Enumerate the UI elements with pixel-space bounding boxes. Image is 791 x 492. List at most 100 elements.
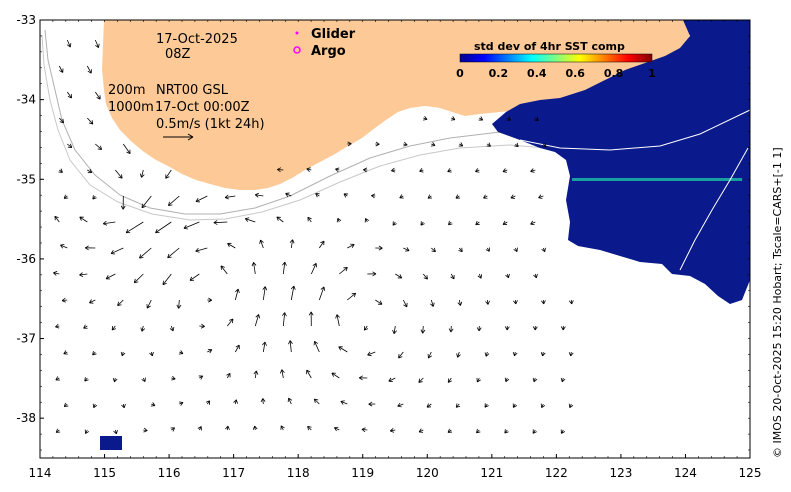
current-vector-head bbox=[542, 142, 547, 148]
plot-frame bbox=[39, 19, 751, 459]
current-vector-head bbox=[418, 378, 423, 383]
current-vector bbox=[310, 263, 317, 275]
current-vector-head bbox=[427, 194, 433, 199]
current-vector-head bbox=[111, 326, 117, 331]
current-vector-head bbox=[289, 239, 295, 244]
current-vector-head bbox=[477, 274, 483, 279]
current-vector-head bbox=[397, 274, 403, 279]
current-vector bbox=[125, 221, 144, 234]
current-vector bbox=[195, 195, 208, 202]
current-vector-head bbox=[450, 274, 455, 280]
colorbar-tick-label: 0.2 bbox=[489, 67, 509, 80]
current-vector-head bbox=[141, 377, 146, 382]
current-vector bbox=[397, 403, 404, 407]
current-vector-head bbox=[307, 425, 312, 431]
current-vector-head bbox=[169, 326, 175, 332]
current-vector bbox=[458, 299, 461, 306]
current-vector-head bbox=[419, 168, 424, 173]
current-vector-head bbox=[88, 120, 94, 125]
current-vector-head bbox=[59, 68, 64, 73]
current-vector-head bbox=[378, 245, 383, 251]
current-vector-head bbox=[87, 69, 92, 74]
current-vector-head bbox=[146, 304, 151, 309]
current-vector-head bbox=[447, 378, 453, 383]
current-vector bbox=[280, 425, 284, 431]
iso-label-1000m: 1000m bbox=[108, 100, 154, 115]
current-vector-head bbox=[97, 145, 103, 151]
current-vector bbox=[62, 299, 68, 301]
current-vector-head bbox=[530, 168, 535, 173]
current-vector-head bbox=[484, 403, 489, 408]
current-vector bbox=[141, 325, 144, 332]
current-vector-head bbox=[254, 192, 260, 198]
current-vector-head bbox=[367, 351, 372, 357]
current-vector bbox=[167, 247, 180, 259]
current-vector-head bbox=[279, 369, 285, 374]
current-vector bbox=[457, 351, 460, 358]
x-tick-label: 115 bbox=[93, 466, 116, 480]
current-vector bbox=[226, 373, 231, 379]
current-vector-head bbox=[392, 329, 397, 334]
current-vector-head bbox=[60, 244, 65, 249]
current-vector bbox=[282, 262, 286, 275]
current-vector-head bbox=[343, 266, 348, 272]
current-vector bbox=[402, 299, 408, 308]
current-vector bbox=[331, 372, 340, 379]
current-vector-head bbox=[450, 116, 456, 121]
current-vector bbox=[458, 247, 463, 253]
current-vector-head bbox=[252, 425, 258, 430]
current-vector-head bbox=[431, 142, 436, 147]
current-vector-head bbox=[343, 193, 348, 198]
current-vector bbox=[117, 299, 124, 306]
current-vector-head bbox=[213, 220, 218, 225]
current-vector bbox=[60, 244, 68, 249]
current-vector bbox=[79, 216, 88, 223]
current-vector-head bbox=[377, 300, 383, 305]
glider-marker-icon bbox=[295, 31, 299, 35]
current-vector-head bbox=[55, 428, 61, 433]
current-vector bbox=[290, 239, 294, 249]
x-tick-label: 125 bbox=[739, 466, 762, 480]
current-vector bbox=[178, 299, 180, 309]
y-tick-label: -36 bbox=[16, 252, 36, 266]
current-vector-head bbox=[59, 118, 64, 124]
current-vector-head bbox=[458, 142, 464, 147]
current-vector bbox=[59, 117, 64, 124]
current-vector-head bbox=[447, 168, 452, 173]
current-vector-head bbox=[55, 376, 60, 381]
current-vector bbox=[530, 169, 536, 172]
current-vector-head bbox=[475, 168, 480, 173]
current-vector-head bbox=[79, 216, 84, 221]
current-vector-head bbox=[96, 95, 101, 100]
current-vector-head bbox=[220, 265, 225, 270]
current-vector-head bbox=[347, 141, 352, 147]
current-vector-head bbox=[532, 326, 538, 331]
current-vector-head bbox=[113, 429, 118, 435]
current-vector bbox=[281, 369, 284, 379]
current-vector-head bbox=[63, 350, 68, 355]
current-vector-head bbox=[308, 311, 314, 316]
current-vector-head bbox=[560, 377, 566, 383]
current-vector-head bbox=[155, 228, 160, 234]
current-vector bbox=[388, 377, 396, 382]
current-vector bbox=[89, 299, 96, 304]
current-vector bbox=[422, 325, 424, 334]
legend-glider: Glider bbox=[311, 27, 356, 42]
current-vector bbox=[403, 247, 410, 252]
current-vector bbox=[395, 273, 402, 279]
current-vector-head bbox=[455, 403, 461, 408]
current-vector bbox=[207, 349, 213, 353]
current-vector-head bbox=[125, 228, 131, 234]
current-vector-head bbox=[457, 301, 463, 306]
current-vector-head bbox=[55, 323, 60, 329]
current-vector bbox=[367, 351, 376, 356]
current-vector bbox=[538, 195, 544, 199]
sst-contour-line-2 bbox=[679, 147, 749, 271]
current-vector bbox=[307, 217, 312, 223]
colorbar-tick-label: 0.8 bbox=[604, 67, 624, 80]
current-vector-head bbox=[568, 403, 574, 409]
current-vector-head bbox=[389, 427, 395, 433]
current-vector-head bbox=[280, 425, 285, 430]
current-vector bbox=[418, 377, 424, 383]
colorbar-ticks: 0 0.2 0.4 0.6 0.8 1 bbox=[456, 67, 656, 80]
